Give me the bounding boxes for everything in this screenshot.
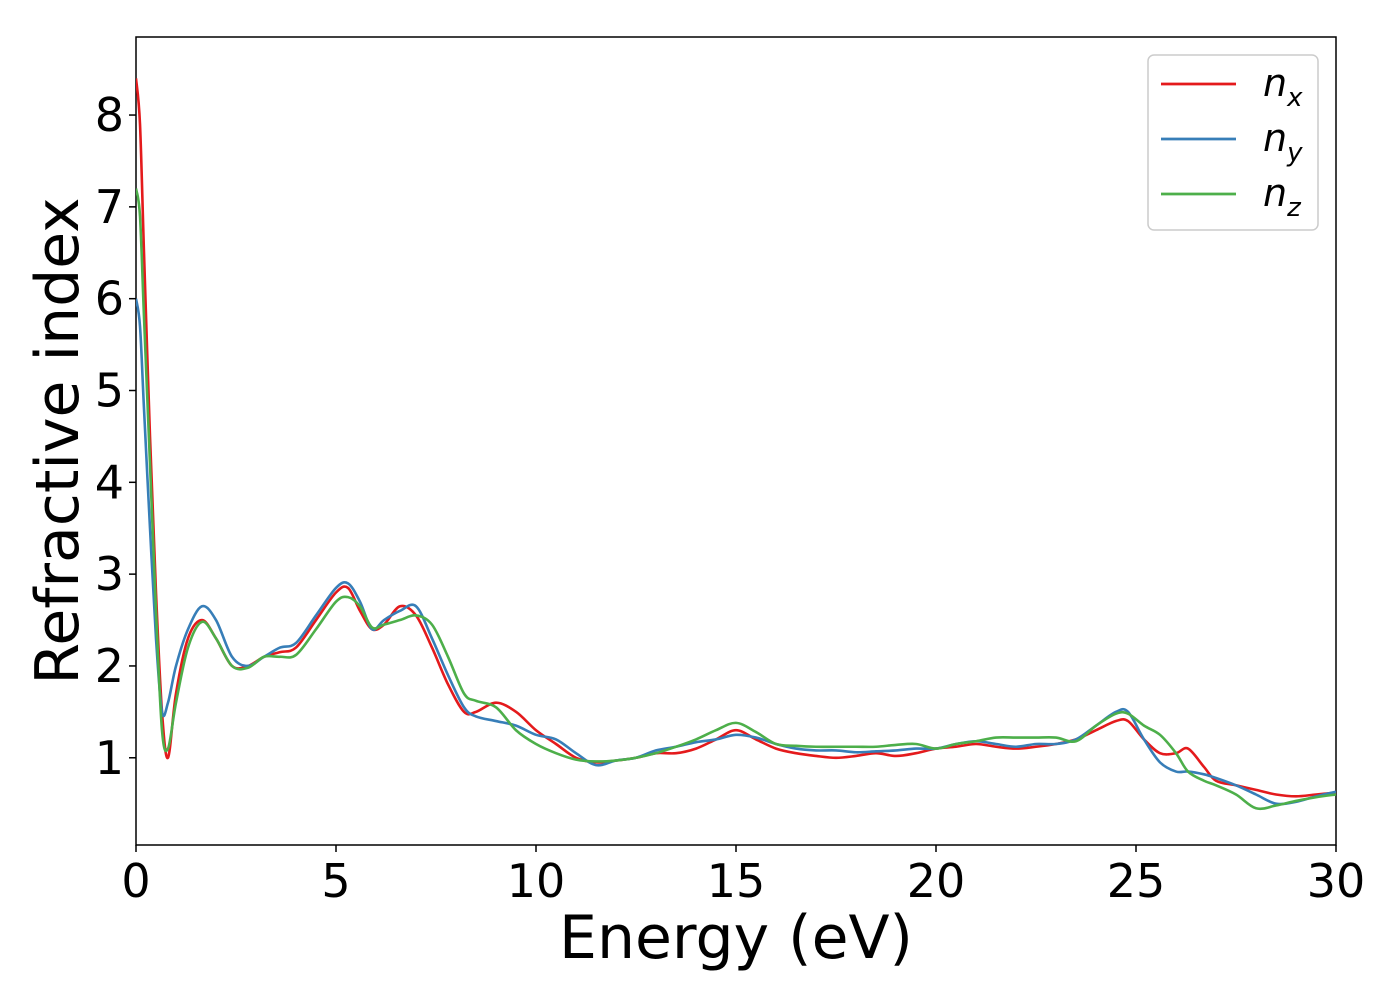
x-tick-label: 15 xyxy=(707,854,766,908)
y-tick-label: 3 xyxy=(95,547,124,601)
series-line-y xyxy=(136,298,1336,806)
x-tick-label: 0 xyxy=(121,854,150,908)
y-axis: 1 2 3 4 5 6 7 8 xyxy=(95,88,136,785)
y-tick-label: 6 xyxy=(95,272,124,326)
x-tick-label: 25 xyxy=(1107,854,1166,908)
y-tick-label: 1 xyxy=(95,731,124,785)
x-tick-label: 20 xyxy=(907,854,966,908)
x-tick-label: 5 xyxy=(321,854,350,908)
legend-label-sub: y xyxy=(1286,138,1303,168)
x-tick-label: 10 xyxy=(507,854,566,908)
x-axis-title: Energy (eV) xyxy=(559,903,913,973)
legend-label-y: ny xyxy=(1263,116,1303,168)
series-lines xyxy=(136,78,1336,811)
y-tick-label: 8 xyxy=(95,88,124,142)
legend-label-z: nz xyxy=(1263,171,1302,223)
y-tick-label: 2 xyxy=(95,639,124,693)
legend-label-main: n xyxy=(1263,61,1287,105)
legend-label-sub: z xyxy=(1286,193,1302,223)
series-line-z xyxy=(136,188,1336,811)
y-tick-label: 4 xyxy=(95,455,124,509)
legend-box xyxy=(1147,54,1319,231)
x-axis: 0 5 10 15 20 25 30 xyxy=(121,845,1365,908)
y-axis-title: Refractive index xyxy=(23,197,93,684)
legend-label-main: n xyxy=(1263,171,1287,215)
x-tick-label: 30 xyxy=(1307,854,1366,908)
plot-area xyxy=(135,36,1337,846)
legend-label-main: n xyxy=(1263,116,1287,160)
legend-label-sub: x xyxy=(1286,83,1303,113)
y-tick-label: 7 xyxy=(95,180,124,234)
legend-label-x: nx xyxy=(1263,61,1303,113)
y-tick-label: 5 xyxy=(95,364,124,418)
